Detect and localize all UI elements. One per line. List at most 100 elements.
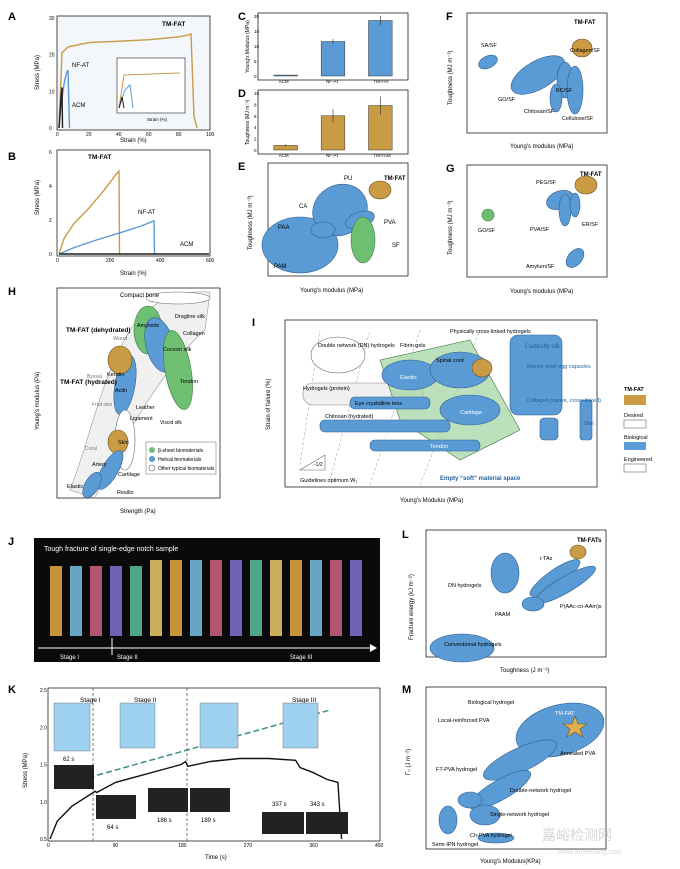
panel-i-letter: I bbox=[252, 317, 255, 329]
xtick-a-2: 40 bbox=[116, 132, 122, 138]
ytick-d-0: 0 bbox=[254, 148, 257, 153]
legend-swatch-helical bbox=[149, 456, 155, 462]
panel-b-letter: B bbox=[8, 151, 16, 163]
label-byssal: Byssal bbox=[87, 374, 102, 380]
k-thumb-5 bbox=[262, 812, 304, 834]
ytick-d-3: 6 bbox=[254, 114, 257, 119]
ytick-c-3: 15 bbox=[254, 29, 260, 34]
panel-a-inset-acm bbox=[118, 96, 125, 109]
panel-k-stage3: Stage III bbox=[292, 697, 316, 704]
panel-k: K Stress (MPa) Time (s) 0 90 180 270 360 450 … bbox=[8, 684, 384, 861]
ytick-a-3: 30 bbox=[49, 16, 55, 22]
label-local-reinforced: Local-reinforced PVA bbox=[438, 718, 490, 724]
label-fibrin: Fibrin gels bbox=[400, 343, 426, 349]
ellipse-go-sf-g bbox=[481, 208, 495, 222]
ellipse-ft-pva bbox=[457, 791, 483, 809]
panel-c-letter: C bbox=[238, 11, 246, 23]
fracture-strip-1 bbox=[70, 566, 82, 636]
legend-engineered bbox=[623, 463, 647, 473]
bar-c-1 bbox=[320, 41, 346, 77]
panel-a-xlabel: Strain (%) bbox=[120, 138, 147, 144]
label-keratin: Keratin bbox=[107, 372, 124, 378]
fracture-strip-4 bbox=[130, 566, 142, 636]
k-time-4: 189 s bbox=[201, 818, 216, 824]
k-time-3: 186 s bbox=[157, 818, 172, 824]
panel-b-lines bbox=[58, 169, 209, 255]
label-artery: Artery bbox=[92, 462, 107, 468]
ytick-a-2: 20 bbox=[49, 53, 55, 59]
label-dn-hydrogels: Double network (DN) hydrogels bbox=[318, 343, 395, 349]
panel-f-ylabel: Toughness (MJ m⁻³) bbox=[448, 50, 454, 105]
label-go-sf-f: GO/SF bbox=[498, 97, 516, 103]
panel-m-ylabel: Γ₀ (J m⁻²) bbox=[406, 749, 412, 775]
k-thumb-6 bbox=[306, 812, 348, 834]
label-ca: CA bbox=[299, 204, 307, 210]
region-dn-hydrogels bbox=[310, 336, 366, 374]
panel-l: L Fracture energy (kJ m⁻²) Toughness (J … bbox=[402, 529, 607, 674]
panel-a-ylabel: Stress (MPa) bbox=[35, 55, 41, 90]
panel-j-letter: J bbox=[8, 536, 14, 548]
label-fruit-skin: Fruit skin bbox=[92, 402, 113, 408]
ytick-k-0: 0.5 bbox=[40, 837, 47, 843]
xtick-d-2: TM-FAM bbox=[373, 153, 390, 158]
xtick-b-1: 200 bbox=[106, 258, 115, 264]
panel-d-letter: D bbox=[238, 88, 246, 100]
panel-b-label-nfat: NF-AT bbox=[138, 210, 156, 216]
panel-a-inset bbox=[116, 57, 186, 114]
panel-l-letter: L bbox=[402, 529, 409, 541]
series-line-b-0 bbox=[58, 169, 121, 255]
panel-i-xlabel: Young's Modulus (MPa) bbox=[400, 498, 463, 504]
ytick-c-1: 5 bbox=[254, 59, 257, 64]
region-chitosan bbox=[319, 419, 451, 433]
panel-a-inset-xlabel: Strain (%) bbox=[147, 117, 168, 122]
panel-k-xlabel: Time (s) bbox=[205, 855, 227, 861]
ytick-b-1: 2 bbox=[49, 218, 52, 224]
xtick-c-2: TM-FAT bbox=[373, 79, 389, 84]
label-spinal-cord: Spinal cord bbox=[436, 358, 464, 364]
k-thumb-4 bbox=[190, 788, 230, 812]
ellipse-tmfat-l bbox=[569, 544, 587, 560]
panel-h: H Young's modulus (Pa) Strength (Pa) Com… bbox=[8, 286, 221, 515]
panel-a-lines bbox=[58, 32, 198, 129]
ytick-b-3: 6 bbox=[49, 150, 52, 156]
label-paam: PAAM bbox=[495, 612, 511, 618]
panel-e-ylabel: Toughness (MJ m⁻³) bbox=[248, 195, 254, 250]
ytick-d-2: 4 bbox=[254, 125, 257, 130]
series-line-a-0 bbox=[58, 32, 198, 129]
region-cartilage-i bbox=[439, 394, 501, 426]
xtick-k-3: 270 bbox=[244, 843, 253, 849]
xtick-b-0: 0 bbox=[56, 258, 59, 264]
watermark: 嘉峪检测网 bbox=[542, 827, 612, 843]
label-actin: Actin bbox=[115, 388, 127, 394]
ytick-k-2: 1.5 bbox=[40, 763, 47, 769]
panel-j-stage3: Stage III bbox=[290, 655, 313, 661]
panel-d-ylabel: Toughness (MJ m⁻³) bbox=[245, 99, 251, 145]
label-conventional: Conventional hydrogels bbox=[444, 642, 502, 648]
panel-b: B Stress (MPa) Strain (%) 0 200 400 600 0 2 4… bbox=[8, 149, 215, 277]
xtick-a-4: 80 bbox=[176, 132, 182, 138]
panel-a: A Stress (MPa) Strain (%) 0 20 40 60 80 100 0… bbox=[8, 11, 215, 144]
k-sketch-4 bbox=[282, 702, 319, 749]
ytick-b-2: 4 bbox=[49, 184, 52, 190]
label-compact-bone: Compact bone bbox=[120, 293, 160, 299]
label-tmfat-f: TM-FAT bbox=[574, 20, 596, 26]
label-coral: Coral bbox=[85, 446, 97, 452]
label-marine-snail: Marine snail egg capsules bbox=[527, 364, 591, 370]
fracture-strip-0 bbox=[50, 566, 62, 636]
panel-h-xlabel: Strength (Pa) bbox=[120, 509, 156, 515]
xtick-c-1: NF-AT bbox=[326, 79, 339, 84]
label-pva-e: PVA bbox=[384, 220, 396, 226]
label-chitosan: Chitosan (hydrated) bbox=[325, 414, 373, 420]
fracture-strip-5 bbox=[150, 560, 162, 636]
ellipse-ch-pva bbox=[477, 832, 515, 844]
legend-other: Other typical biomaterials bbox=[158, 466, 215, 472]
fracture-strip-11 bbox=[270, 560, 282, 636]
fracture-strip-9 bbox=[230, 560, 242, 636]
label-sa-sf: SA/SF bbox=[481, 43, 498, 49]
ytick-d-4: 8 bbox=[254, 102, 257, 107]
xtick-d-1: NF-AT bbox=[326, 153, 339, 158]
panel-b-ylabel: Stress (MPa) bbox=[35, 180, 41, 215]
label-collagen-native: Collagen (native, cross-linked) bbox=[527, 398, 601, 404]
panel-a-label-nfat: NF-AT bbox=[72, 63, 90, 69]
